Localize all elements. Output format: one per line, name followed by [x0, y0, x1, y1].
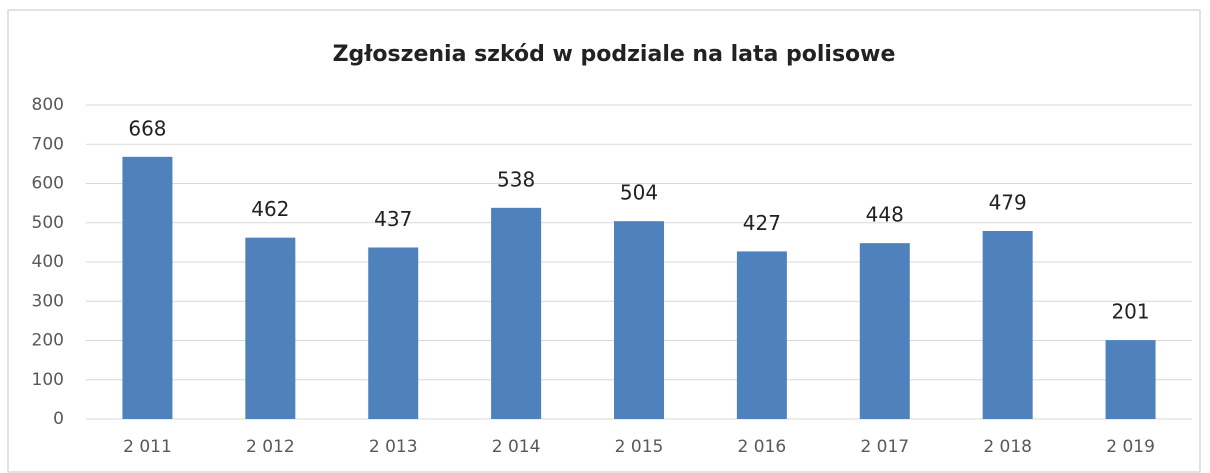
chart-title: Zgłoszenia szkód w podziale na lata poli…: [333, 42, 896, 67]
data-label: 427: [743, 211, 781, 235]
x-tick-label: 2 016: [738, 437, 787, 457]
x-tick-label: 2 015: [615, 437, 664, 457]
data-label: 538: [497, 167, 535, 191]
bar: [614, 221, 664, 419]
data-label: 448: [866, 203, 904, 227]
y-tick-label: 400: [32, 252, 64, 272]
bar: [245, 237, 296, 419]
data-label: 668: [128, 116, 166, 140]
y-tick-label: 500: [32, 213, 64, 233]
data-label: 479: [989, 190, 1027, 214]
y-tick-label: 700: [32, 134, 64, 154]
data-label: 437: [374, 207, 412, 231]
bar: [491, 207, 542, 419]
x-tick-label: 2 017: [860, 437, 909, 457]
data-label: 504: [620, 181, 658, 205]
x-tick-label: 2 012: [246, 437, 295, 457]
bar: [122, 156, 173, 419]
bar: [982, 230, 1033, 419]
x-tick-label: 2 011: [123, 437, 172, 457]
y-tick-label: 800: [32, 95, 64, 115]
data-label: 201: [1111, 300, 1149, 324]
y-tick-label: 0: [53, 409, 64, 429]
x-tick-label: 2 018: [983, 437, 1032, 457]
bar: [859, 243, 910, 419]
bar: [368, 247, 419, 419]
x-tick-label: 2 014: [492, 437, 541, 457]
bar: [736, 251, 787, 419]
y-tick-label: 600: [32, 174, 64, 194]
y-tick-label: 200: [32, 331, 64, 351]
x-tick-label: 2 013: [369, 437, 418, 457]
x-tick-label: 2 019: [1106, 437, 1155, 457]
data-label: 462: [251, 197, 289, 221]
y-tick-label: 100: [32, 370, 64, 390]
y-tick-label: 300: [32, 291, 64, 311]
bar: [1105, 340, 1156, 419]
